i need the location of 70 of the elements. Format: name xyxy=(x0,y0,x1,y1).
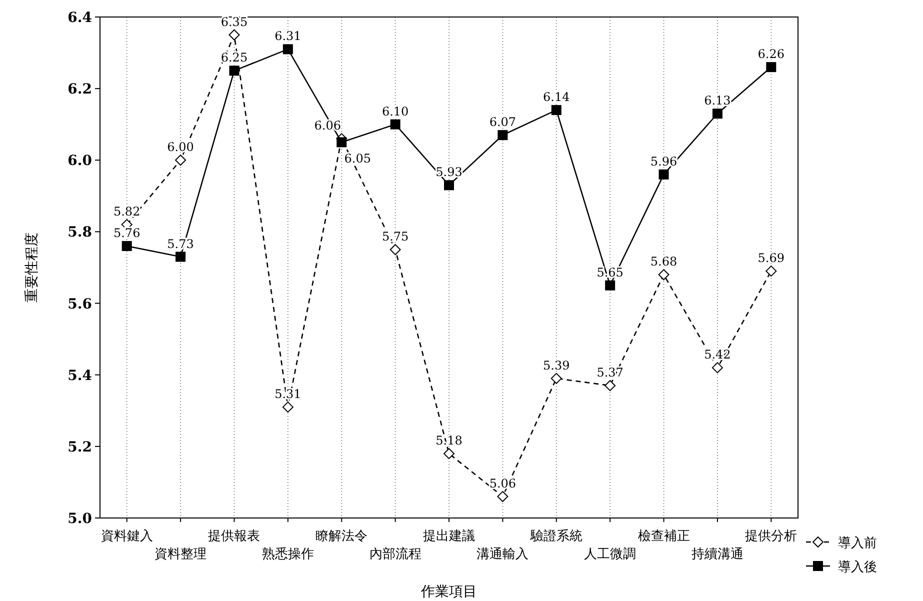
point xyxy=(766,62,776,72)
data-label: 5.39 xyxy=(543,358,570,372)
point xyxy=(228,29,240,40)
data-label: 6.10 xyxy=(382,104,409,118)
data-label: 6.05 xyxy=(344,151,371,166)
point xyxy=(444,180,454,190)
data-label: 6.26 xyxy=(758,47,785,62)
point xyxy=(712,108,722,119)
data-label: 5.75 xyxy=(382,230,409,244)
point xyxy=(497,491,508,502)
data-label: 6.31 xyxy=(274,29,302,44)
data-label: 6.35 xyxy=(220,14,248,29)
x-tick-label: 提出建議 xyxy=(423,529,475,544)
point xyxy=(282,44,293,54)
point xyxy=(390,119,400,130)
data-label: 5.93 xyxy=(436,165,462,180)
x-tick-label: 熟悉操作 xyxy=(262,547,314,562)
point xyxy=(122,241,132,252)
point xyxy=(766,266,777,277)
point xyxy=(229,66,240,76)
point xyxy=(176,252,186,262)
x-tick-label: 瞭解法令 xyxy=(316,529,368,544)
data-label: 5.06 xyxy=(489,476,516,491)
point xyxy=(551,105,562,116)
point xyxy=(712,362,723,374)
y-tick-label: 5.2 xyxy=(68,439,92,456)
x-axis-title: 作業項目 xyxy=(420,584,477,600)
point xyxy=(282,402,294,413)
y-tick-label: 6.4 xyxy=(68,10,92,26)
data-label: 6.13 xyxy=(704,94,731,108)
data-label: 6.00 xyxy=(167,140,194,154)
point xyxy=(550,372,562,384)
data-label: 5.31 xyxy=(274,387,302,402)
data-label: 6.07 xyxy=(489,115,516,130)
y-tick-label: 5.0 xyxy=(68,511,92,527)
data-label: 6.25 xyxy=(220,50,248,65)
point xyxy=(604,380,616,392)
legend-label: 導入前 xyxy=(838,536,877,551)
y-tick-label: 5.4 xyxy=(68,368,92,384)
y-tick-label: 6.2 xyxy=(68,82,92,98)
legend-label: 導入後 xyxy=(838,560,877,575)
x-tick-label: 溝通輸入 xyxy=(476,547,529,562)
y-tick-label: 6.0 xyxy=(68,153,92,170)
point xyxy=(658,269,670,280)
x-tick-label: 資料鍵入 xyxy=(100,529,153,544)
point xyxy=(498,130,508,140)
x-tick-label: 內部流程 xyxy=(369,546,422,562)
data-label: 5.69 xyxy=(758,251,785,266)
x-tick-label: 檢查補正 xyxy=(638,529,690,544)
point xyxy=(175,154,186,166)
y-tick-label: 5.8 xyxy=(68,224,92,241)
point xyxy=(336,137,347,148)
point xyxy=(444,448,454,460)
data-label: 5.82 xyxy=(113,204,140,219)
x-tick-label: 資料整理 xyxy=(154,547,207,562)
point xyxy=(390,244,401,256)
x-tick-label: 持續溝通 xyxy=(691,547,744,562)
data-label: 5.37 xyxy=(596,366,624,380)
data-label: 5.18 xyxy=(436,434,462,448)
data-label: 5.68 xyxy=(650,254,678,269)
point xyxy=(658,169,669,180)
point xyxy=(605,280,616,290)
x-tick-label: 提供分析 xyxy=(745,529,798,544)
x-tick-label: 人工微調 xyxy=(584,547,636,562)
y-tick-label: 5.6 xyxy=(68,296,92,312)
data-label: 6.14 xyxy=(543,90,570,104)
x-tick-label: 驗證系統 xyxy=(529,529,582,544)
y-axis-title: 重要性程度 xyxy=(24,232,40,302)
data-label: 5.76 xyxy=(113,226,140,240)
x-tick-label: 提供報表 xyxy=(208,529,260,544)
